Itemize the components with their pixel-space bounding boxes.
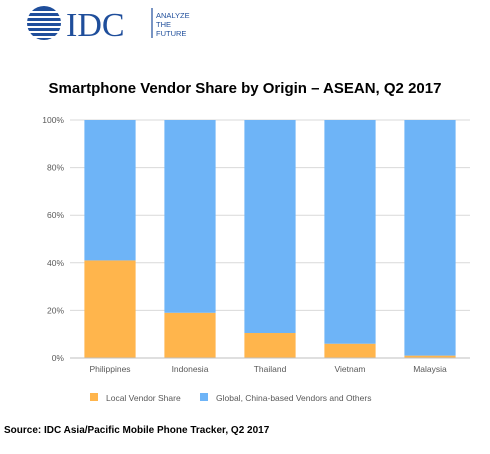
bar-segment [244,333,296,358]
globe-icon [25,6,63,40]
x-tick-label: Malaysia [413,364,447,374]
y-tick-label: 40% [47,258,64,268]
source-note: Source: IDC Asia/Pacific Mobile Phone Tr… [4,425,270,436]
legend-label: Global, China-based Vendors and Others [216,393,371,403]
bar-segment [324,343,376,358]
y-tick-label: 0% [52,353,65,363]
bar-segment [84,260,136,358]
bar-segment [244,120,296,334]
bar-segment [164,312,216,358]
logo-wordmark: IDC [66,7,125,41]
bar-segment [404,120,456,356]
y-tick-label: 100% [42,115,64,125]
bar-segment [324,120,376,344]
legend-label: Local Vendor Share [106,393,181,403]
bar-segment [164,120,216,313]
x-tick-label: Vietnam [334,364,365,374]
legend-swatch [200,393,208,401]
x-tick-label: Philippines [89,364,130,374]
logo-tagline-1: ANALYZE [156,11,190,20]
logo-tagline-2: THE [156,20,171,29]
y-tick-label: 20% [47,305,64,315]
x-tick-label: Thailand [254,364,287,374]
logo-tagline-3: FUTURE [156,29,186,38]
chart-title: Smartphone Vendor Share by Origin – ASEA… [48,80,442,97]
bar-segment [84,120,136,261]
legend-swatch [90,393,98,401]
idc-logo: IDC ANALYZE THE FUTURE [25,6,190,41]
bar-segment [404,355,456,358]
y-tick-label: 60% [47,210,64,220]
y-tick-label: 80% [47,163,64,173]
x-tick-label: Indonesia [172,364,209,374]
